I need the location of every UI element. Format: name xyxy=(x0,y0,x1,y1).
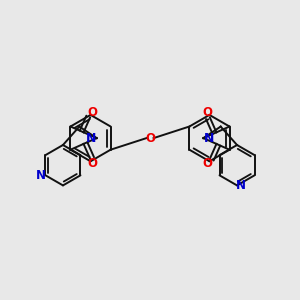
Text: N: N xyxy=(86,132,97,145)
Text: N: N xyxy=(203,132,214,145)
Text: O: O xyxy=(87,106,97,119)
Text: N: N xyxy=(236,179,246,192)
Text: O: O xyxy=(203,157,213,170)
Text: O: O xyxy=(87,157,97,170)
Text: O: O xyxy=(145,132,155,145)
Text: O: O xyxy=(203,106,213,119)
Text: N: N xyxy=(36,169,46,182)
